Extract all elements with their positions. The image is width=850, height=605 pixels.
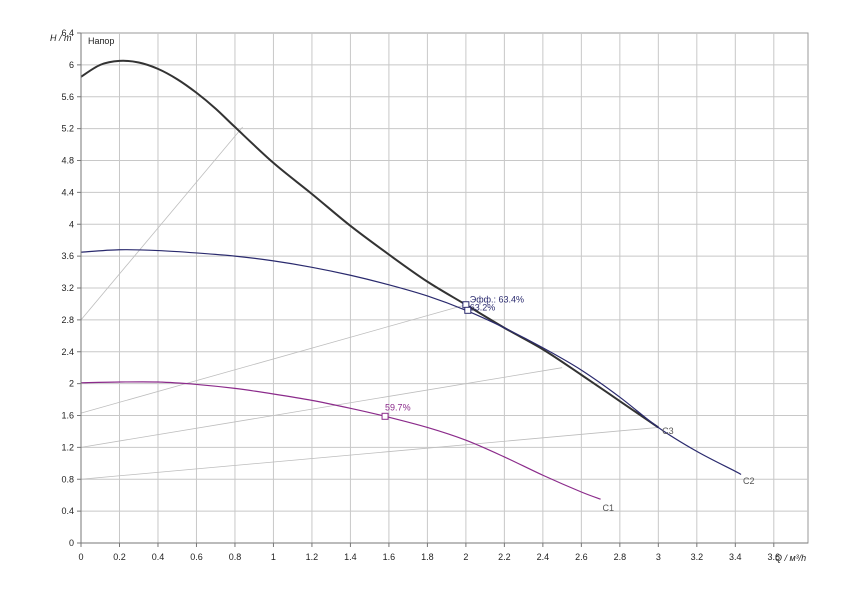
efficiency-label: Эфф.: 63.4%: [470, 294, 524, 304]
y-axis-label: H / m: [50, 33, 72, 43]
x-tick-label: 3.2: [691, 552, 704, 562]
axes: [77, 32, 808, 547]
x-tick-label: 0.2: [113, 552, 126, 562]
x-tick-label: 3: [656, 552, 661, 562]
x-tick-label: 0.8: [229, 552, 242, 562]
x-tick-label: 0.6: [190, 552, 203, 562]
x-tick-label: 2.4: [537, 552, 550, 562]
x-tick-label: 1.6: [383, 552, 396, 562]
y-tick-label: 4: [69, 219, 74, 229]
series-line-c1: [80, 381, 601, 500]
y-tick-label: 5.6: [61, 92, 74, 102]
x-tick-label: 1.8: [421, 552, 434, 562]
reference-line: [80, 304, 466, 414]
efficiency-label: 63.2%: [470, 302, 496, 312]
x-tick-label: 0.4: [152, 552, 165, 562]
y-tick-label: 6: [69, 60, 74, 70]
y-tick-label: 2.8: [61, 315, 74, 325]
curve-label-c1: C1: [603, 503, 615, 513]
reference-line: [80, 126, 243, 321]
y-tick-label: 0.8: [61, 474, 74, 484]
series-line-c2: [80, 249, 742, 475]
y-tick-label: 2: [69, 379, 74, 389]
efficiency-marker: [381, 412, 389, 420]
y-tick-label: 0: [69, 538, 74, 548]
reference-line: [80, 367, 563, 448]
x-tick-label: 0: [78, 552, 83, 562]
curve-label-c3: C3: [662, 426, 674, 436]
series-line-c3: [80, 59, 659, 429]
grid: [80, 32, 809, 544]
x-tick-label: 2.8: [614, 552, 627, 562]
y-tick-label: 5.2: [61, 124, 74, 134]
y-tick-label: 1.6: [61, 411, 74, 421]
x-tick-label: 2.2: [498, 552, 511, 562]
chart-text: Напор H / m Q / м³/h 0 0.2 0.4 0.6 0.8 1 1.2 1.…: [50, 28, 806, 563]
efficiency-markers: [381, 301, 472, 420]
x-axis-label: Q / м³/h: [775, 553, 806, 563]
series-lines: [80, 59, 742, 500]
y-tick-label: 4.8: [61, 156, 74, 166]
y-tick-label: 3.2: [61, 283, 74, 293]
y-tick-label: 6.4: [61, 28, 74, 38]
y-tick-label: 4.4: [61, 187, 74, 197]
x-tick-label: 1: [271, 552, 276, 562]
y-tick-label: 3.6: [61, 251, 74, 261]
reference-lines: [80, 126, 659, 480]
x-tick-label: 2: [463, 552, 468, 562]
efficiency-label: 59.7%: [385, 403, 411, 413]
x-tick-label: 3.4: [729, 552, 742, 562]
y-tick-label: 0.4: [61, 506, 74, 516]
reference-line: [80, 427, 659, 480]
efficiency-marker: [464, 306, 472, 314]
y-tick-label: 2.4: [61, 347, 74, 357]
x-tick-label: 2.6: [575, 552, 588, 562]
chart-title: Напор: [88, 36, 114, 46]
x-tick-label: 1.4: [344, 552, 357, 562]
x-tick-label: 3.6: [768, 552, 781, 562]
curve-label-c2: C2: [743, 476, 755, 486]
x-tick-label: 1.2: [306, 552, 319, 562]
y-tick-label: 1.2: [61, 442, 74, 452]
